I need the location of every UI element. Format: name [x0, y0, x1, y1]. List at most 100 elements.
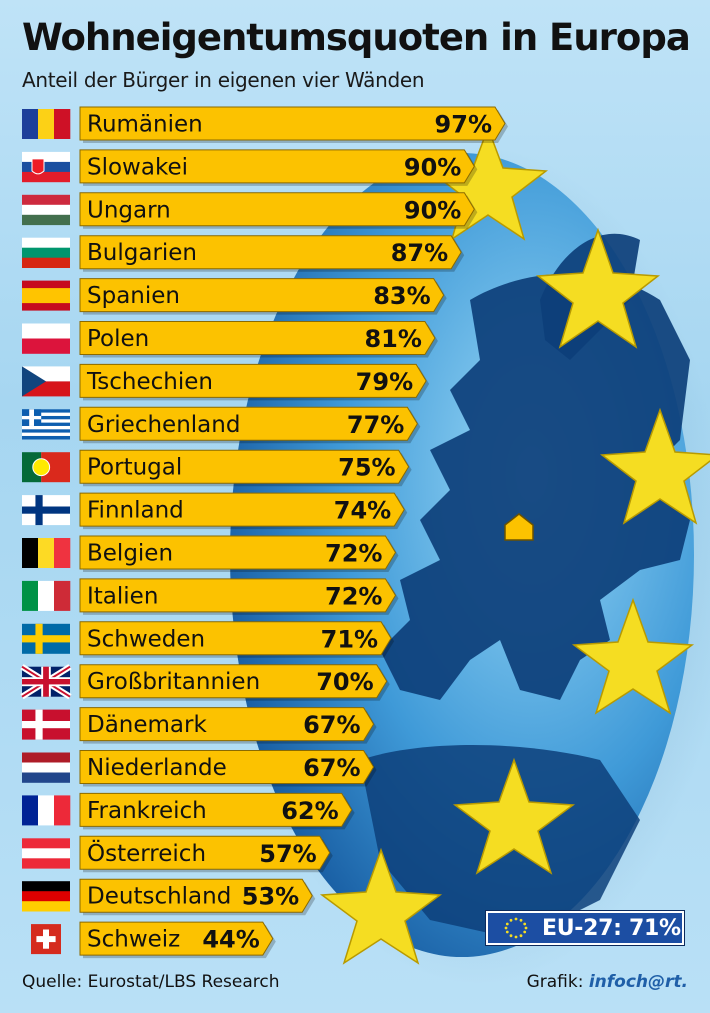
- bar-value: 67%: [303, 711, 360, 739]
- bar-value: 62%: [281, 797, 338, 825]
- bar-row-13: Schweden 71%: [22, 621, 395, 658]
- bar: [79, 621, 392, 656]
- bar-value: 83%: [373, 282, 430, 310]
- flag-icon: [22, 366, 70, 397]
- bar-row-20: Schweiz 44%: [31, 921, 276, 959]
- flag-icon: [22, 838, 70, 869]
- credit-brand-logo: infoch@rt.: [588, 972, 688, 992]
- bar: [79, 792, 353, 827]
- flag-icon: [22, 151, 70, 183]
- bar-value: 72%: [325, 540, 382, 568]
- bar-row-3: Ungarn 90%: [22, 192, 478, 229]
- flag-icon: [22, 323, 70, 354]
- bar: [79, 278, 445, 313]
- bar-row-18: Österreich 57%: [22, 835, 333, 873]
- chart-title: Wohneigentumsquoten in Europa: [22, 16, 691, 59]
- bar-label: Slowakei: [87, 154, 188, 180]
- bar-value: 53%: [242, 883, 299, 911]
- bar: [79, 149, 475, 184]
- flag-icon: [22, 452, 70, 483]
- europe-landmass: [380, 273, 690, 700]
- bar-value: 87%: [391, 239, 448, 267]
- bar-label: Spanien: [87, 283, 180, 309]
- house-marker-icon: [504, 513, 534, 541]
- bar-label: Finnland: [87, 498, 184, 524]
- flag-icon: [22, 237, 70, 268]
- bar-value: 72%: [325, 582, 382, 610]
- bar-row-7: Tschechien 79%: [22, 363, 430, 401]
- star-icon: [571, 597, 695, 715]
- bar-label: Ungarn: [87, 197, 171, 223]
- credit-label: Grafik:: [526, 972, 584, 992]
- bar: [79, 707, 375, 742]
- bar-row-9: Portugal 75%: [22, 449, 412, 487]
- bar-row-5: Spanien 83%: [22, 278, 447, 315]
- bar-row-19: Deutschland 53%: [22, 878, 316, 916]
- bar-row-1: Rumänien 97%: [22, 106, 508, 143]
- bar-label: Frankreich: [87, 798, 207, 824]
- bar: [79, 492, 405, 527]
- bar-value: 90%: [404, 196, 461, 224]
- bar-value: 70%: [316, 668, 373, 696]
- flag-icon: [22, 495, 70, 526]
- bar-row-2: Slowakei 90%: [22, 149, 478, 186]
- bar-label: Italien: [87, 583, 158, 609]
- flag-icon: [22, 538, 71, 568]
- flag-icon: [31, 924, 61, 955]
- bar-label: Deutschland: [87, 884, 231, 910]
- eu-average-badge: EU-27: 71%: [486, 911, 684, 945]
- star-icon: [452, 757, 576, 875]
- bar-label: Rumänien: [87, 112, 203, 138]
- flag-icon: [22, 109, 71, 139]
- bar: [79, 878, 313, 913]
- bar-label: Griechenland: [87, 412, 240, 438]
- bar-value: 79%: [356, 368, 413, 396]
- flag-icon: [22, 280, 70, 311]
- bar-value: 57%: [259, 840, 316, 868]
- bar-row-6: Polen 81%: [22, 321, 438, 358]
- star-icon: [535, 227, 661, 349]
- flag-icon: [22, 194, 70, 226]
- bar-value: 44%: [202, 926, 259, 954]
- bar-row-8: Griechenland 77%: [22, 406, 421, 444]
- bar-row-12: Italien 72%: [22, 578, 399, 615]
- bar: [79, 235, 462, 270]
- bar-value: 97%: [435, 111, 492, 139]
- bar: [79, 835, 331, 870]
- bar-value: 67%: [303, 754, 360, 782]
- bar-value: 77%: [347, 411, 404, 439]
- flag-icon: [22, 752, 70, 783]
- bar-label: Großbritannien: [87, 669, 260, 695]
- flag-icon: [22, 580, 71, 611]
- bar-label: Österreich: [87, 839, 206, 867]
- bar-label: Tschechien: [86, 369, 213, 395]
- bar-label: Schweiz: [87, 927, 180, 953]
- bar: [79, 921, 274, 956]
- bar: [79, 363, 427, 398]
- bar: [79, 664, 388, 699]
- bar-value: 71%: [321, 625, 378, 653]
- eu-flag-icon: [496, 915, 536, 941]
- bar-value: 90%: [404, 153, 461, 181]
- bar-label: Niederlande: [87, 755, 227, 781]
- bar-value: 75%: [338, 454, 395, 482]
- eu-average-label: EU-27: 71%: [542, 915, 681, 941]
- bar-label: Polen: [87, 326, 149, 352]
- bar-value: 74%: [334, 497, 391, 525]
- star-icon: [599, 407, 710, 525]
- graphic-credit: Grafik: infoch@rt.: [527, 972, 688, 992]
- bar: [79, 449, 410, 484]
- bar: [79, 321, 436, 355]
- bar-label: Portugal: [87, 455, 182, 481]
- bar-label: Belgien: [87, 541, 173, 567]
- flag-icon: [22, 409, 70, 440]
- bar-label: Schweden: [87, 626, 205, 652]
- bar-label: Bulgarien: [87, 240, 197, 266]
- bar: [79, 406, 418, 441]
- flag-icon: [20, 664, 72, 700]
- flag-icon: [22, 709, 70, 740]
- bar-row-10: Finnland 74%: [22, 492, 408, 530]
- bar: [79, 750, 375, 784]
- source-note: Quelle: Eurostat/LBS Research: [22, 972, 280, 992]
